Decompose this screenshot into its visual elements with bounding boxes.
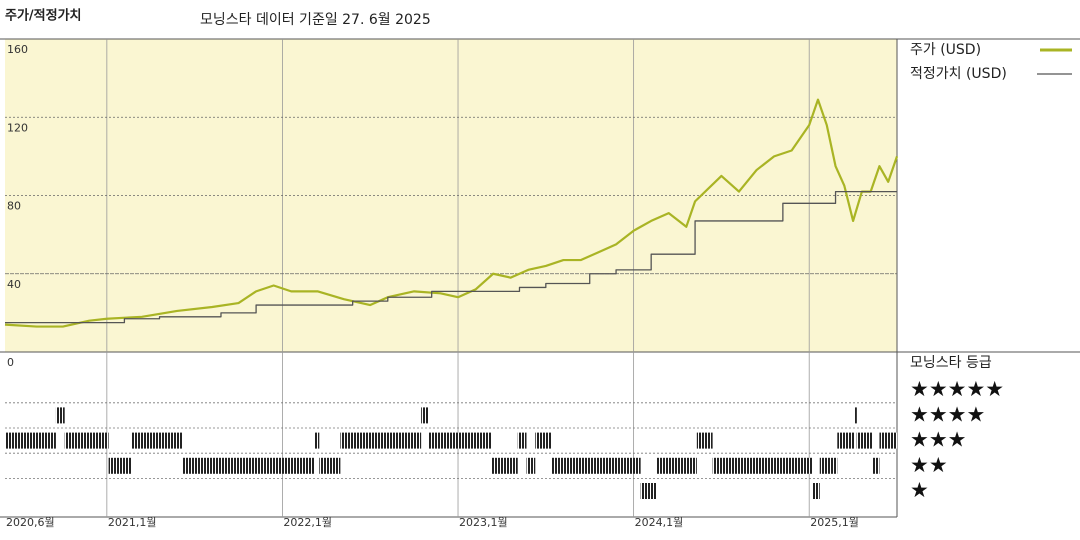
x-tick-label: 2023,1월 bbox=[459, 516, 508, 529]
rating-label: ★★★★★ bbox=[910, 377, 1004, 401]
x-tick-label: 2022,1월 bbox=[283, 516, 332, 529]
rating-bar bbox=[319, 457, 341, 474]
rating-bar bbox=[314, 432, 320, 449]
rating-bar bbox=[712, 457, 813, 474]
rating-bar bbox=[656, 457, 697, 474]
rating-bar bbox=[535, 432, 552, 449]
rating-bar bbox=[872, 457, 880, 474]
x-tick-label: 2020,6월 bbox=[6, 516, 55, 529]
rating-bar bbox=[551, 457, 641, 474]
rating-bar bbox=[526, 457, 536, 474]
rating-bar bbox=[108, 457, 132, 474]
y-tick-label: 160 bbox=[7, 43, 28, 56]
rating-bar bbox=[837, 432, 855, 449]
rating-label: ★★ bbox=[910, 453, 948, 477]
rating-bar bbox=[64, 432, 109, 449]
rating-bar bbox=[428, 432, 492, 449]
x-tick-label: 2021,1월 bbox=[108, 516, 157, 529]
rating-bar bbox=[491, 457, 518, 474]
y-tick-label: 40 bbox=[7, 278, 21, 291]
series-line bbox=[5, 190, 897, 324]
rating-bar bbox=[812, 483, 820, 499]
rating-bar bbox=[879, 432, 897, 449]
rating-bar bbox=[856, 432, 873, 449]
x-tick-label: 2024,1월 bbox=[635, 516, 684, 529]
rating-bar bbox=[182, 457, 315, 474]
y-tick-label: 80 bbox=[7, 200, 21, 213]
rating-label: ★ bbox=[910, 478, 929, 502]
rating-bar bbox=[340, 432, 422, 449]
rating-bar bbox=[819, 457, 838, 474]
y-tick-label: 120 bbox=[7, 121, 28, 134]
rating-bar bbox=[5, 432, 56, 449]
y-tick-label: 0 bbox=[7, 356, 14, 369]
rating-bar bbox=[55, 407, 65, 424]
rating-bar bbox=[517, 432, 527, 449]
legend-label: 적정가치 (USD) bbox=[910, 66, 1007, 82]
rating-bar bbox=[421, 407, 429, 424]
rating-title: 모닝스타 등급 bbox=[910, 355, 992, 371]
rating-bar bbox=[854, 407, 857, 424]
x-tick-label: 2025,1월 bbox=[810, 516, 859, 529]
chart-title: 주가/적정가치 bbox=[5, 8, 82, 24]
rating-bar bbox=[696, 432, 713, 449]
rating-label: ★★★★ bbox=[910, 402, 985, 426]
chart-subtitle: 모닝스타 데이터 기준일 27. 6월 2025 bbox=[200, 12, 431, 28]
rating-bar bbox=[131, 432, 183, 449]
rating-bar bbox=[640, 483, 657, 499]
legend-label: 주가 (USD) bbox=[910, 42, 981, 58]
rating-label: ★★★ bbox=[910, 428, 966, 452]
series-line bbox=[4, 98, 899, 328]
